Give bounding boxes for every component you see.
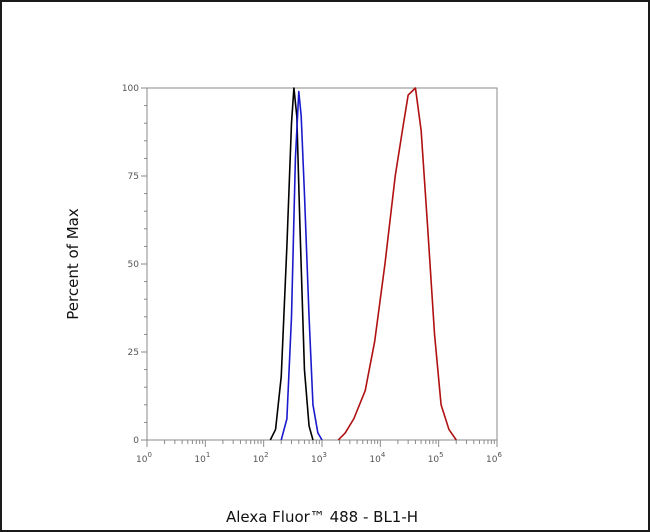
x-axis-title: Alexa Fluor™ 488 - BL1-H	[226, 508, 418, 526]
x-tick-label: 106	[486, 451, 502, 465]
x-tick-label: 105	[428, 451, 444, 465]
series-line-1	[269, 87, 314, 441]
y-tick-label: 25	[128, 348, 139, 358]
x-axis: 100 101 102 103 104 105 106	[136, 440, 502, 465]
series-layer	[269, 87, 457, 441]
plot-area: 100 101 102 103 104 105 106 0 25 50 75 100	[122, 84, 503, 465]
y-tick-label: 0	[133, 436, 139, 446]
x-tick-label: 104	[369, 451, 385, 465]
x-tick-label: 102	[253, 451, 269, 465]
x-tick-label: 101	[194, 451, 210, 465]
y-axis: 0 25 50 75 100	[122, 84, 147, 446]
series-line-3	[337, 87, 457, 441]
x-tick-label: 100	[136, 451, 152, 465]
plot-border	[146, 87, 498, 441]
y-tick-label: 100	[122, 84, 139, 94]
y-tick-label: 50	[128, 260, 140, 270]
y-tick-label: 75	[128, 172, 139, 182]
series-line-2	[280, 90, 323, 441]
x-tick-label: 103	[311, 451, 327, 465]
y-axis-title: Percent of Max	[64, 208, 82, 320]
